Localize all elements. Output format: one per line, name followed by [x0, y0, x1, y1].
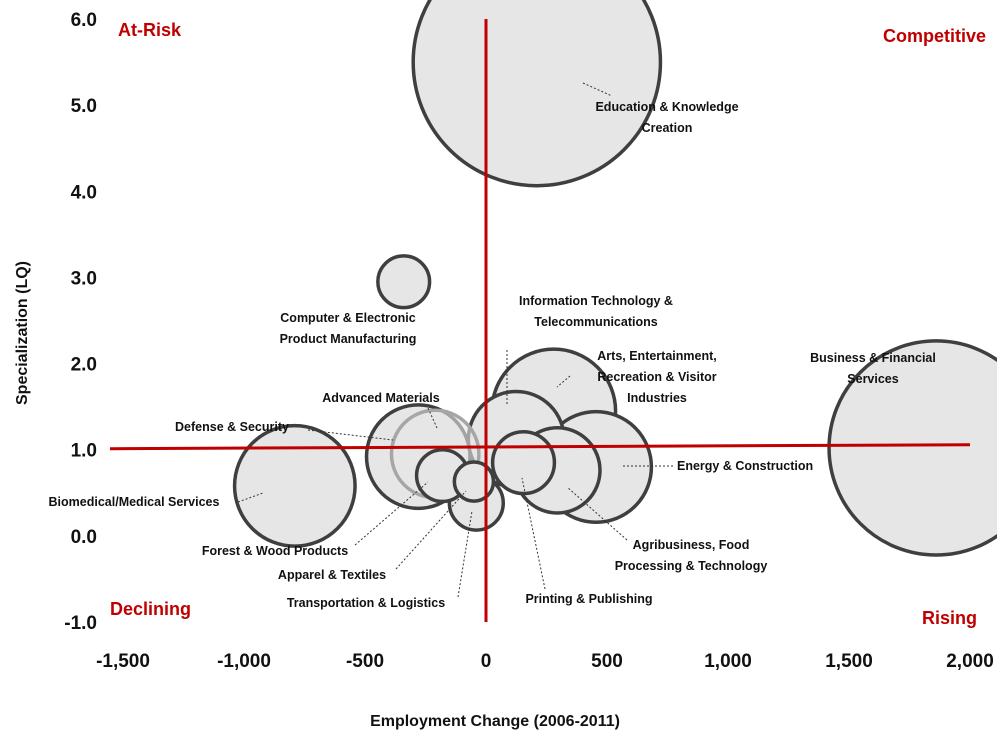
bubble-label-arts-entertainment-recreation-visitor-industries: Recreation & Visitor — [597, 370, 716, 384]
y-tick-label: 2.0 — [71, 355, 97, 376]
x-tick-label: 0 — [481, 651, 492, 672]
leader-line-transportation-logistics — [457, 510, 473, 598]
y-tick-label: 5.0 — [71, 96, 97, 117]
x-tick-label: 1,000 — [704, 651, 752, 672]
bubble-label-biomedical-medical-services: Biomedical/Medical Services — [49, 495, 220, 509]
leader-line-forest-wood-products — [354, 481, 429, 546]
bubble-layer — [232, 0, 997, 557]
quadrant-label-top-right: Competitive — [883, 26, 986, 46]
y-tick-label: -1.0 — [64, 613, 97, 634]
bubble-label-education-knowledge-creation: Creation — [642, 121, 693, 135]
y-tick-label: 6.0 — [71, 10, 97, 31]
bubble-label-advanced-materials: Advanced Materials — [322, 391, 439, 405]
bubble-label-education-knowledge-creation: Education & Knowledge — [595, 100, 738, 114]
leader-lines — [237, 82, 673, 598]
bubble-computer-electronic-product-manufacturing — [376, 254, 432, 310]
bubble-label-defense-security: Defense & Security — [175, 420, 289, 434]
bubble-label-agribusiness-food-processing-technology: Agribusiness, Food — [633, 538, 750, 552]
horizontal-divider-line — [109, 443, 971, 451]
bubble-label-transportation-logistics: Transportation & Logistics — [287, 596, 445, 610]
quadrant-divider-lines — [109, 19, 971, 622]
y-tick-label: 1.0 — [71, 441, 97, 462]
bubble-business-financial-services — [827, 339, 997, 557]
bubble-label-agribusiness-food-processing-technology: Processing & Technology — [615, 559, 768, 573]
bubble-label-information-technology-telecommunications: Information Technology & — [519, 294, 673, 308]
y-tick-label: 4.0 — [71, 182, 97, 203]
bubble-label-printing-publishing: Printing & Publishing — [525, 592, 652, 606]
bubble-label-arts-entertainment-recreation-visitor-industries: Arts, Entertainment, — [597, 349, 716, 363]
leader-line-agribusiness-food-processing-technology — [566, 486, 628, 541]
bubble-label-forest-wood-products: Forest & Wood Products — [202, 544, 348, 558]
x-tick-label: 1,500 — [825, 651, 873, 672]
bubble-label-apparel-textiles: Apparel & Textiles — [278, 568, 386, 582]
bubble-printing-publishing — [490, 429, 557, 496]
y-tick-label: 3.0 — [71, 268, 97, 289]
x-tick-label: -500 — [346, 651, 384, 672]
bubble-apparel-textiles — [452, 460, 496, 503]
x-tick-label: -1,500 — [96, 651, 150, 672]
bubble-label-business-financial-services: Business & Financial — [810, 351, 936, 365]
bubble-label-business-financial-services: Services — [847, 372, 898, 386]
leader-line-apparel-textiles — [395, 490, 467, 570]
bubble-label-arts-entertainment-recreation-visitor-industries: Industries — [627, 391, 687, 405]
leader-line-arts-entertainment-recreation-visitor-industries — [556, 375, 571, 388]
leader-line-education-knowledge-creation — [582, 82, 613, 97]
quadrant-label-bottom-right: Rising — [922, 608, 977, 628]
x-axis-title: Employment Change (2006-2011) — [370, 713, 620, 730]
leader-line-printing-publishing — [521, 477, 546, 590]
y-tick-label: 0.0 — [71, 527, 97, 548]
x-tick-label: -1,000 — [217, 651, 271, 672]
axis-ticks: -1,500 -1,000 -500 0 500 1,000 1,500 2,000 -1.0 0… — [64, 10, 994, 672]
leader-line-biomedical-medical-services — [237, 492, 264, 503]
bubble-label-energy-construction: Energy & Construction — [677, 459, 813, 473]
bubble-biomedical-medical-services — [232, 423, 357, 548]
x-tick-label: 2,000 — [946, 651, 994, 672]
y-axis-title: Specialization (LQ) — [14, 261, 31, 405]
bubble-label-information-technology-telecommunications: Telecommunications — [534, 315, 657, 329]
x-tick-label: 500 — [591, 651, 623, 672]
bubble-education-knowledge-creation — [411, 0, 663, 188]
quadrant-label-bottom-left: Declining — [110, 599, 191, 619]
quadrant-label-top-left: At-Risk — [118, 20, 182, 40]
bubble-label-computer-electronic-product-manufacturing: Product Manufacturing — [280, 332, 417, 346]
bubble-label-computer-electronic-product-manufacturing: Computer & Electronic — [280, 311, 415, 325]
bubble-labels: Education & Knowledge Creation Computer & … — [49, 100, 936, 610]
